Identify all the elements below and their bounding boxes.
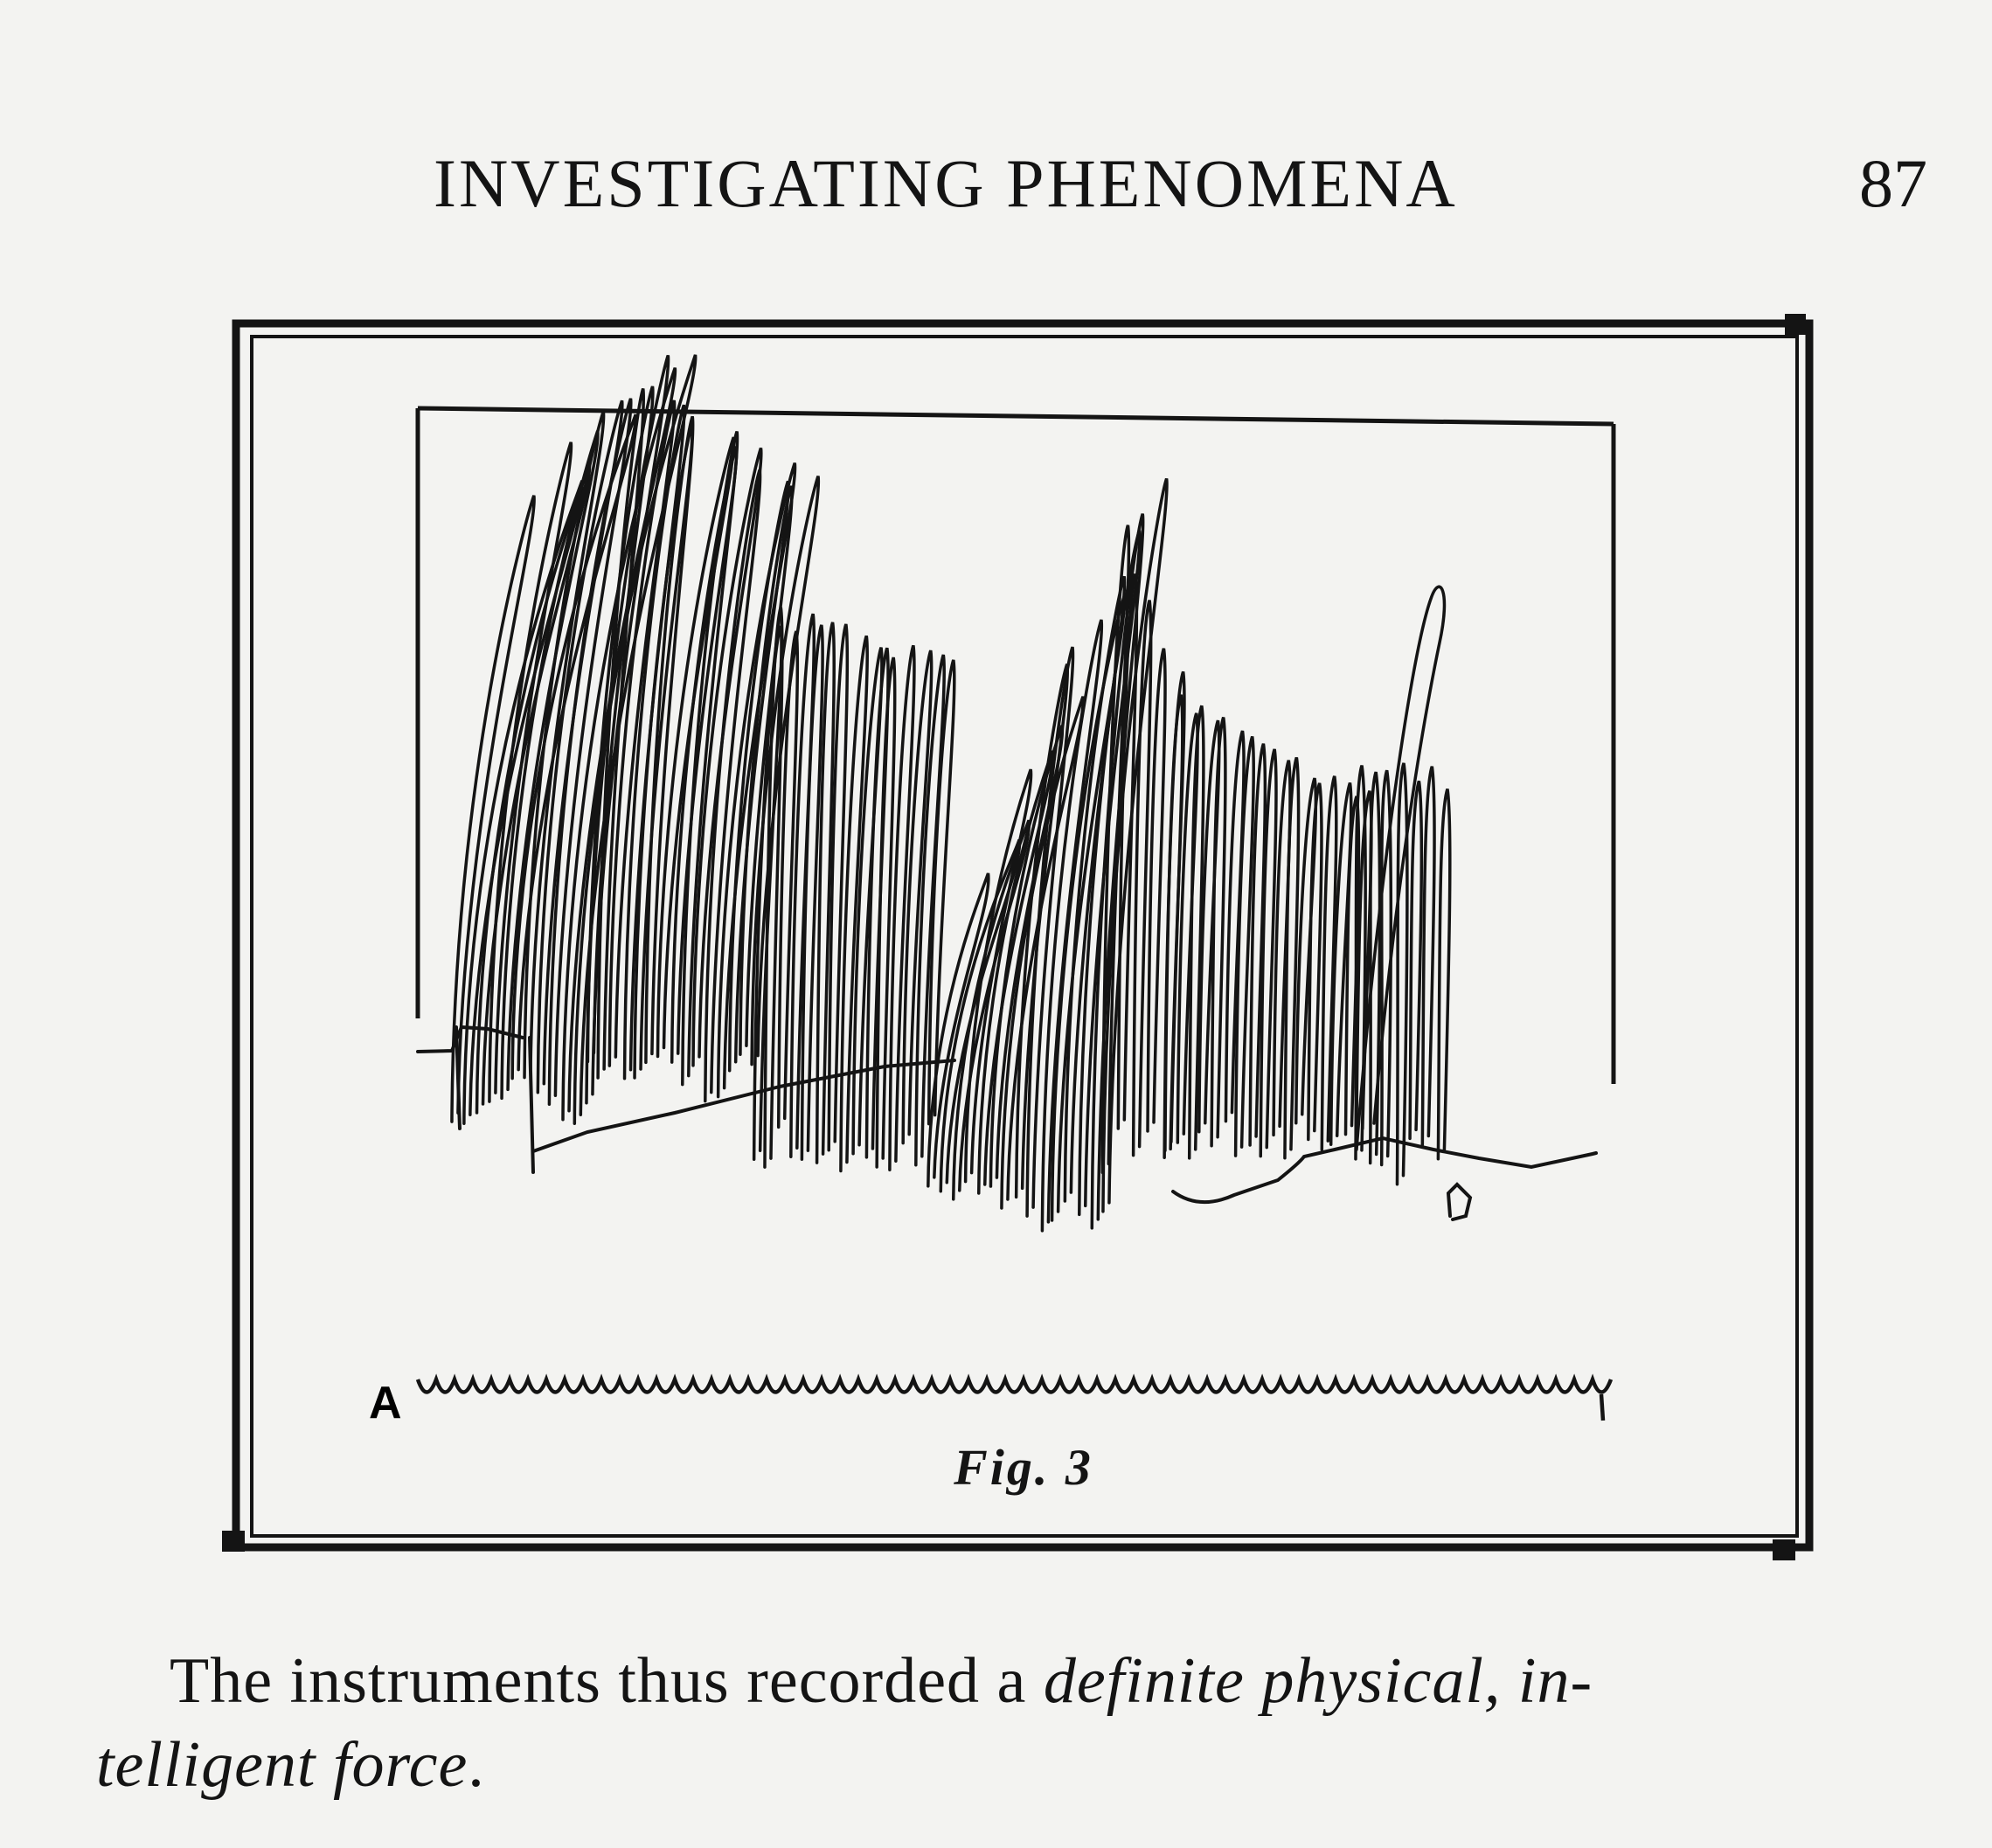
spike-trace — [1090, 513, 1145, 1230]
spike-trace — [827, 623, 850, 1152]
spike-trace — [488, 441, 573, 1103]
paragraph-1-continued: telligent force. — [96, 1723, 1949, 1807]
emphasis-text: telligent force — [96, 1729, 469, 1801]
spike-trace — [963, 768, 1033, 1184]
spike-trace — [1100, 525, 1131, 1175]
spike-trace — [927, 872, 990, 1188]
spike-trace — [585, 354, 670, 1105]
spike-trace — [763, 607, 784, 1169]
figure-3: A Fig. 3 — [220, 310, 1827, 1595]
spike-trace — [1395, 762, 1409, 1186]
spike-trace — [1329, 782, 1353, 1146]
spike-trace — [1283, 756, 1301, 1160]
spike-trace — [901, 650, 934, 1145]
spike-trace — [1436, 788, 1452, 1161]
spike-trace — [1355, 790, 1373, 1139]
spike-trace — [1294, 777, 1318, 1125]
spike-trace — [607, 399, 677, 1067]
time-marker-line — [415, 1373, 1614, 1421]
spike-trace — [716, 462, 797, 1099]
spike-trace — [851, 647, 884, 1156]
running-title: INVESTIGATING PHENOMENA — [434, 145, 1458, 221]
spike-trace — [800, 624, 824, 1161]
kymograph-record: A — [222, 314, 1814, 1560]
spike-trace — [1272, 760, 1292, 1137]
spike-trace — [776, 630, 800, 1129]
spike-trace — [1210, 717, 1227, 1148]
spike-trace — [888, 644, 916, 1171]
emphasis-text: definite physical, in- — [1043, 1645, 1593, 1717]
spike-trace — [1131, 600, 1153, 1157]
spike-trace — [839, 635, 869, 1173]
spike-trace — [547, 398, 633, 1107]
spike-trace — [1355, 585, 1447, 1151]
spike-trace — [1197, 719, 1221, 1134]
spike-trace — [1259, 748, 1278, 1158]
spike-trace — [739, 485, 794, 1056]
spike-trace — [450, 495, 536, 1123]
spike-trace — [927, 659, 956, 1126]
spike-trace — [875, 657, 897, 1169]
spike-trace — [1187, 705, 1205, 1160]
spike-trace — [1233, 736, 1255, 1157]
axis-letter-a: A — [369, 1378, 402, 1428]
spike-trace — [1063, 575, 1127, 1203]
spike-trace — [914, 654, 946, 1167]
spike-trace — [1379, 769, 1393, 1167]
figure-caption: Fig. 3 — [954, 1439, 1093, 1496]
trace-frame — [415, 406, 1616, 1084]
spike-trace — [1000, 696, 1086, 1210]
running-head: INVESTIGATING PHENOMENA 87 — [0, 140, 1992, 227]
spike-traces — [450, 354, 1452, 1233]
baseline-traces — [416, 1025, 1598, 1221]
paragraph-text: . — [468, 1729, 485, 1801]
spike-trace — [596, 388, 646, 1080]
outer-frame — [232, 319, 1814, 1552]
spike-trace — [1354, 765, 1367, 1161]
spike-trace — [1163, 694, 1184, 1152]
spike-trace — [1248, 743, 1267, 1147]
frame-corner-marks — [222, 314, 1806, 1560]
spike-trace — [1025, 646, 1075, 1218]
spike-trace — [1408, 780, 1424, 1141]
spike-trace — [644, 415, 695, 1065]
paragraph-text: The instruments thus recorded a — [170, 1645, 1044, 1717]
spike-trace — [1420, 766, 1436, 1147]
spike-trace — [952, 819, 1031, 1201]
spike-trace — [523, 411, 606, 1080]
spike-trace — [815, 622, 836, 1164]
spike-trace — [656, 436, 736, 1059]
spike-trace — [1224, 730, 1246, 1123]
spike-trace — [704, 469, 762, 1103]
body-text: The instruments thus recorded a definite… — [96, 1639, 1949, 1807]
spike-trace — [681, 431, 739, 1087]
cut-off-line: It was interesting to observe that at th… — [166, 1831, 1949, 1848]
spike-trace — [1307, 782, 1323, 1142]
spike-trace — [586, 386, 655, 1064]
page-number: 87 — [1859, 145, 1927, 221]
spike-trace — [1116, 573, 1139, 1130]
spike-trace — [1146, 648, 1167, 1133]
spike-trace — [1320, 775, 1338, 1151]
paragraph-1: The instruments thus recorded a definite… — [96, 1639, 1949, 1723]
